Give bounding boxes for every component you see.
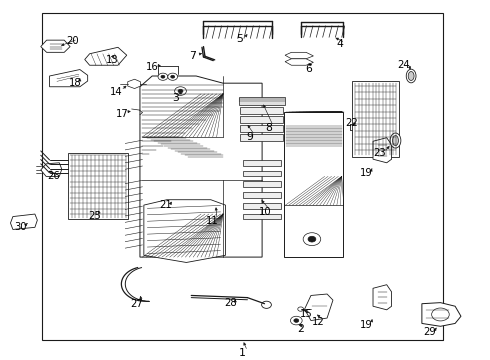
Circle shape — [298, 307, 304, 311]
Text: 3: 3 — [172, 93, 179, 103]
Text: 7: 7 — [189, 51, 196, 61]
Circle shape — [303, 233, 321, 246]
Polygon shape — [41, 163, 62, 176]
Bar — [243, 160, 281, 166]
Text: 8: 8 — [265, 123, 272, 133]
Circle shape — [161, 75, 165, 78]
Circle shape — [432, 308, 449, 321]
Text: 21: 21 — [159, 200, 172, 210]
Text: 4: 4 — [337, 40, 343, 49]
Text: 2: 2 — [297, 324, 304, 334]
Bar — [352, 81, 399, 157]
Polygon shape — [305, 294, 333, 320]
Text: 20: 20 — [67, 36, 79, 46]
Bar — [239, 97, 285, 105]
Text: 14: 14 — [110, 87, 122, 97]
Text: 1: 1 — [239, 348, 246, 358]
Circle shape — [168, 73, 177, 80]
Text: 11: 11 — [206, 216, 219, 226]
Circle shape — [174, 87, 186, 95]
Text: 23: 23 — [373, 148, 386, 158]
Polygon shape — [85, 47, 127, 65]
Text: 25: 25 — [88, 211, 101, 221]
Text: 13: 13 — [106, 55, 119, 65]
Circle shape — [262, 301, 271, 309]
Polygon shape — [140, 76, 262, 257]
Text: 24: 24 — [397, 60, 410, 70]
Bar — [243, 203, 281, 209]
Polygon shape — [285, 52, 314, 59]
Bar — [240, 134, 283, 140]
Text: 19: 19 — [360, 320, 372, 330]
Polygon shape — [10, 214, 37, 229]
Ellipse shape — [408, 72, 414, 81]
Circle shape — [178, 89, 183, 93]
Polygon shape — [373, 138, 392, 163]
Bar — [68, 153, 128, 220]
Text: 16: 16 — [146, 62, 159, 72]
Ellipse shape — [392, 135, 398, 145]
Bar — [240, 107, 283, 114]
Polygon shape — [422, 303, 461, 326]
Bar — [240, 116, 283, 123]
Text: 15: 15 — [300, 310, 313, 319]
Polygon shape — [284, 112, 343, 257]
Polygon shape — [49, 69, 88, 87]
Bar — [243, 214, 281, 220]
Text: 12: 12 — [312, 317, 325, 327]
Bar — [243, 181, 281, 187]
Text: 5: 5 — [237, 34, 244, 44]
Text: 19: 19 — [360, 168, 372, 178]
Text: 29: 29 — [423, 327, 436, 337]
Bar — [42, 13, 443, 339]
Ellipse shape — [390, 133, 401, 148]
Bar — [240, 125, 283, 132]
Text: 18: 18 — [69, 78, 81, 88]
Text: 9: 9 — [246, 132, 253, 142]
Text: 6: 6 — [305, 64, 312, 74]
Text: 28: 28 — [224, 298, 237, 308]
Polygon shape — [41, 40, 70, 52]
Polygon shape — [285, 59, 314, 65]
Text: 10: 10 — [259, 207, 272, 217]
Bar — [243, 171, 281, 176]
Circle shape — [308, 236, 316, 242]
Text: 27: 27 — [130, 299, 143, 309]
Circle shape — [158, 73, 168, 80]
Circle shape — [171, 75, 174, 78]
Text: 22: 22 — [345, 118, 358, 127]
Text: 26: 26 — [47, 171, 60, 181]
Ellipse shape — [406, 69, 416, 83]
Text: 17: 17 — [116, 109, 128, 119]
Circle shape — [294, 319, 299, 322]
Polygon shape — [128, 79, 141, 89]
Text: 30: 30 — [14, 222, 26, 232]
Bar — [243, 192, 281, 198]
Circle shape — [291, 316, 302, 325]
Polygon shape — [144, 200, 225, 262]
Polygon shape — [373, 285, 392, 310]
